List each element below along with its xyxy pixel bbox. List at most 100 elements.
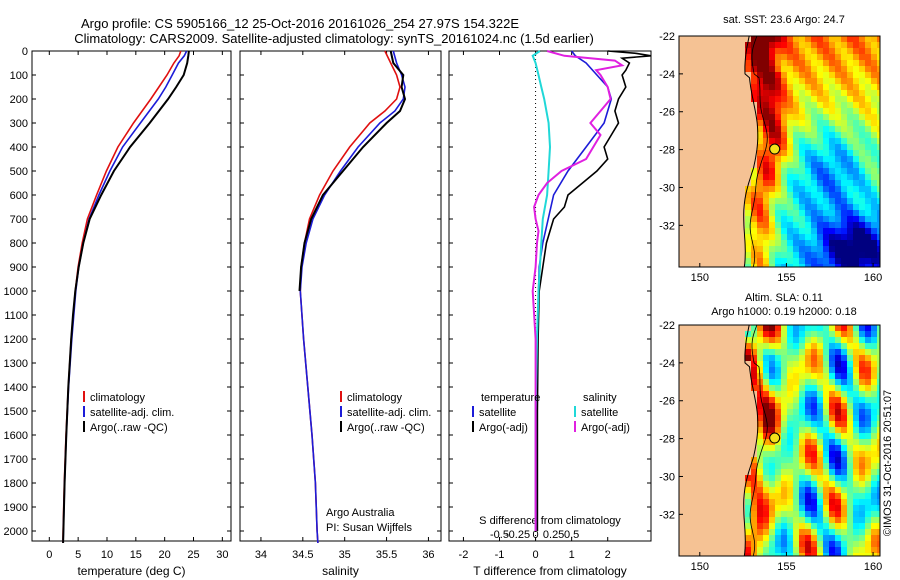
map-cell <box>829 174 836 181</box>
x-tick-label: 35.5 <box>376 549 397 561</box>
map-cell <box>847 439 854 446</box>
map-cell <box>787 36 794 43</box>
map-cell <box>853 379 860 386</box>
map-cell <box>835 367 842 374</box>
map-cell <box>739 523 746 530</box>
map-cell <box>709 403 716 410</box>
map-cell <box>679 325 686 332</box>
difference-profile-panel: -2 -1 0 1 2-0.5-0.25 0 0.25 0.5S difference fro… <box>448 50 652 578</box>
map-cell <box>787 120 794 127</box>
map-cell <box>775 102 782 109</box>
map-cell <box>757 216 764 223</box>
map-cell <box>691 264 698 267</box>
map-cell <box>727 228 734 235</box>
map-cell <box>727 132 734 139</box>
map-cell <box>769 48 776 55</box>
map-cell <box>721 451 728 458</box>
map-cell <box>763 343 770 350</box>
map-cell <box>757 156 764 163</box>
map-cell <box>853 469 860 476</box>
map-cell <box>865 144 872 151</box>
map-cell <box>865 529 872 536</box>
map-cell <box>787 126 794 133</box>
map-cell <box>757 403 764 410</box>
map-cell <box>817 481 824 488</box>
map-cell <box>841 547 848 554</box>
map-cell <box>739 463 746 470</box>
map-cell <box>679 60 686 67</box>
map-cell <box>763 361 770 368</box>
map-cell <box>829 78 836 85</box>
map-cell <box>691 162 698 169</box>
map-cell <box>691 84 698 91</box>
map-cell <box>811 397 818 404</box>
map-cell <box>877 162 880 169</box>
map-cell <box>829 222 836 229</box>
map-cell <box>841 355 848 362</box>
map-cell <box>751 78 758 85</box>
map-cell <box>841 439 848 446</box>
map-cell <box>859 264 866 267</box>
map-cell <box>871 445 878 452</box>
map-cell <box>865 385 872 392</box>
map-cell <box>871 78 878 85</box>
map-cell <box>709 547 716 554</box>
map-cell <box>865 337 872 344</box>
map-cell <box>847 216 854 223</box>
map-cell <box>721 162 728 169</box>
map-cell <box>703 343 710 350</box>
map-cell <box>679 210 686 217</box>
map-cell <box>793 487 800 494</box>
map-cell <box>703 523 710 530</box>
map-cell <box>709 228 716 235</box>
map-cell <box>829 126 836 133</box>
map-cell <box>715 114 722 121</box>
map-cell <box>865 210 872 217</box>
map-cell <box>727 445 734 452</box>
map-cell <box>787 210 794 217</box>
map-cell <box>847 102 854 109</box>
map-cell <box>793 547 800 554</box>
map-cell <box>769 78 776 85</box>
map-cell <box>793 355 800 362</box>
map-cell <box>781 144 788 151</box>
map-cell <box>685 475 692 482</box>
map-cell <box>877 168 880 175</box>
y-tick-label: 800 <box>10 238 28 250</box>
map-cell <box>835 355 842 362</box>
map-cell <box>691 433 698 440</box>
map-cell <box>781 415 788 422</box>
map-cell <box>739 529 746 536</box>
map-cell <box>769 114 776 121</box>
map-cell <box>751 186 758 193</box>
map-cell <box>745 499 752 506</box>
map-cell <box>793 523 800 530</box>
map-cell <box>871 246 878 253</box>
map-cell <box>835 487 842 494</box>
map-cell <box>853 60 860 67</box>
map-cell <box>769 156 776 163</box>
map-cell <box>823 78 830 85</box>
map-cell <box>685 505 692 512</box>
map-cell <box>877 439 880 446</box>
map-cell <box>721 60 728 67</box>
map-cell <box>823 373 830 380</box>
map-cell <box>829 42 836 49</box>
map-cell <box>757 144 764 151</box>
map-cell <box>811 535 818 542</box>
map-cell <box>853 108 860 115</box>
map-cell <box>871 138 878 145</box>
map-cell <box>691 529 698 536</box>
map-cell <box>781 54 788 61</box>
map-cell <box>775 108 782 115</box>
map-cell <box>865 457 872 464</box>
map-cell <box>853 367 860 374</box>
map-cell <box>793 174 800 181</box>
map-cell <box>763 84 770 91</box>
map-cell <box>871 325 878 332</box>
map-cell <box>709 72 716 79</box>
header-line-1: Argo profile: CS 5905166_12 25-Oct-2016 … <box>81 16 519 31</box>
map-cell <box>793 90 800 97</box>
map-cell <box>709 216 716 223</box>
map-cell <box>679 529 686 536</box>
